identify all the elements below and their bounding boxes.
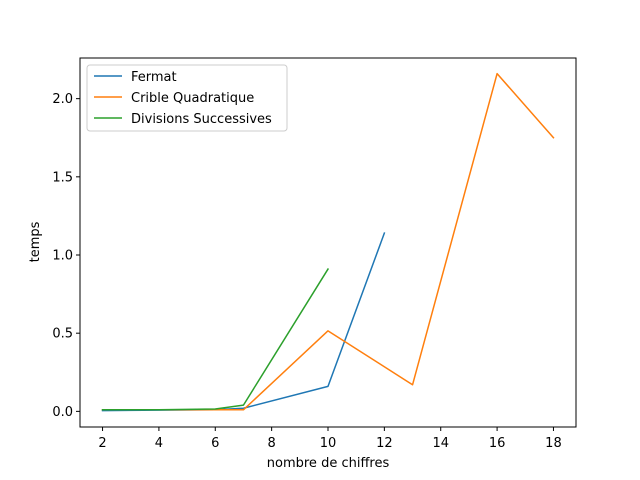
x-axis: 2 4 6 8 10 12 14 16 18 [98,427,562,451]
y-tick-label: 0.0 [52,405,73,420]
x-tick-label: 6 [211,436,219,451]
x-tick-label: 10 [320,436,337,451]
x-tick-label: 2 [98,436,106,451]
x-tick-label: 14 [432,436,449,451]
y-axis: 0.0 0.5 1.0 1.5 2.0 [52,92,80,420]
x-tick-label: 4 [155,436,163,451]
series-line-1 [101,232,386,412]
series-line-3 [101,268,330,411]
y-tick-label: 2.0 [52,92,73,107]
legend-label-3: Divisions Successives [131,112,272,127]
y-tick-label: 1.5 [52,170,73,185]
x-tick-label: 18 [545,436,562,451]
y-tick-label: 0.5 [52,327,73,342]
legend-box [86,64,288,132]
legend-label-1: Fermat [131,70,177,85]
x-tick-label: 16 [489,436,506,451]
x-axis-label: nombre de chiffres [267,456,390,471]
x-tick-label: 8 [267,436,275,451]
legend: Fermat Crible Quadratique Divisions Succes… [86,64,288,132]
y-tick-label: 1.0 [52,249,73,264]
x-tick-label: 12 [376,436,393,451]
legend-label-2: Crible Quadratique [131,91,254,106]
plot-lines [101,72,555,412]
y-axis-label: temps [28,221,43,262]
